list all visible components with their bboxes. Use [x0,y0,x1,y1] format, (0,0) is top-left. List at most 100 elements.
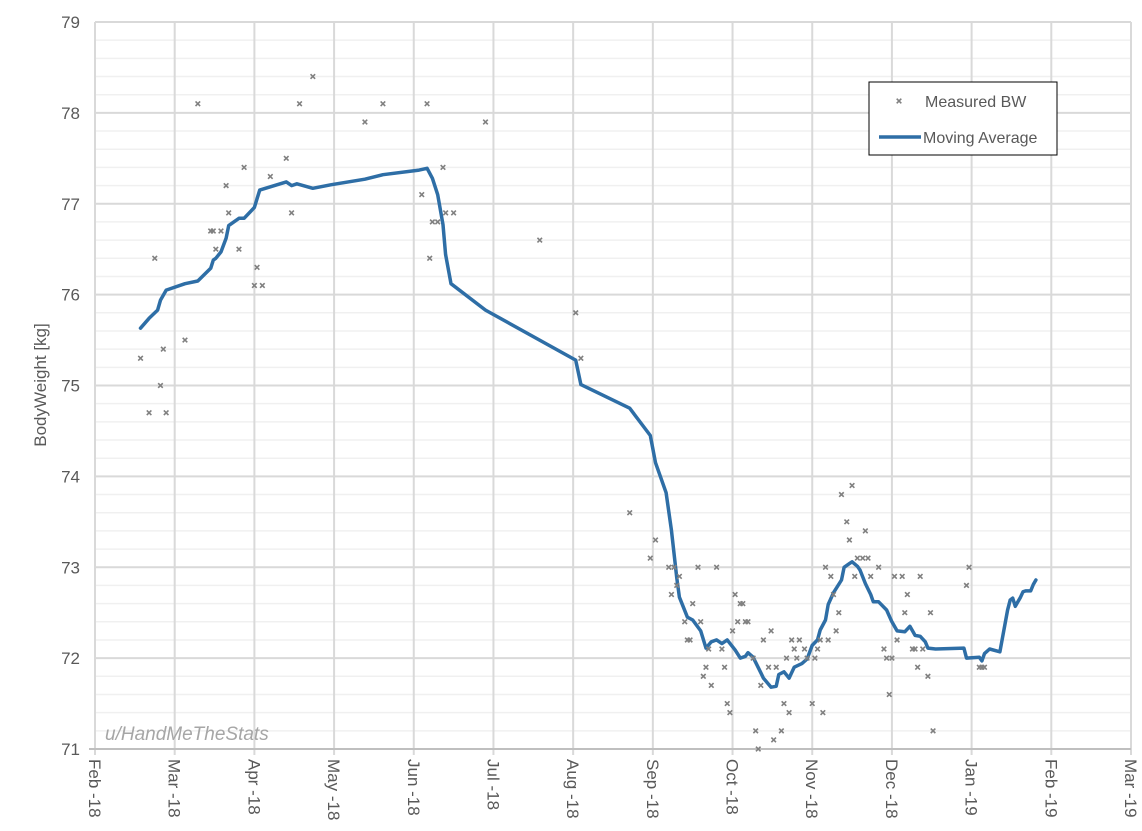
x-tick-label: Apr -18 [244,759,263,815]
measured-bw-point [835,609,842,616]
marker-stroke [296,100,303,107]
marker-stroke [223,182,229,189]
y-tick-label: 75 [61,377,80,396]
measured-bw-point [814,646,821,652]
marker-stroke [881,646,887,652]
moving-average-line [138,166,1038,689]
measured-bw-point [786,709,792,716]
measured-bw-point [881,646,887,652]
measured-bw-point [671,564,677,571]
marker-stroke [755,746,762,752]
measured-bw-point [241,164,247,171]
marker-stroke [689,600,696,607]
measured-bw-point [838,491,845,498]
measured-bw-point [426,255,433,262]
measured-bw-point [791,646,798,652]
marker-stroke [251,282,258,289]
marker-stroke [783,655,790,661]
marker-stroke [927,609,934,616]
measured-bw-point [783,655,790,661]
measured-bw-point [296,100,303,107]
measured-bw-point [442,209,449,216]
measured-bw-point [218,228,224,234]
measured-bw-point [450,209,457,216]
measured-bw-point [647,555,654,562]
measured-bw-point [729,627,736,634]
x-tick-label: Jan -19 [962,759,981,816]
measured-bw-point [251,282,258,289]
marker-stroke [917,573,924,580]
marker-stroke [867,573,874,580]
measured-bw-point [757,682,764,689]
measured-bw-point [665,564,672,571]
marker-stroke [146,409,152,416]
measured-bw-point [819,709,826,716]
legend: Measured BW Moving Average [868,81,1058,156]
marker-stroke [254,264,260,271]
marker-stroke [424,100,430,107]
marker-stroke [822,564,829,571]
measured-bw-point [925,673,931,680]
measured-bw-series [137,73,988,752]
measured-bw-point [804,655,810,661]
measured-bw-point [750,655,756,661]
marker-stroke [440,164,446,171]
marker-stroke [426,255,433,262]
measured-bw-point [440,164,446,171]
marker-stroke [578,355,584,362]
measured-bw-point [843,518,850,525]
x-tick-label: Dec -18 [882,759,901,819]
measured-bw-point [212,246,219,253]
marker-stroke [854,555,861,562]
marker-stroke [768,627,774,634]
measured-bw-point [867,573,874,580]
measured-bw-point [886,691,893,698]
measured-bw-point [210,228,217,234]
measured-bw-point [901,609,908,616]
marker-stroke [732,591,738,598]
measured-bw-point [434,219,441,225]
marker-stroke [752,727,759,734]
marker-stroke [849,482,855,489]
measured-bw-point [182,337,188,343]
measured-bw-point [904,591,911,598]
x-axis-tick-labels: Feb -18 Mar -18 Apr -18 May -18 Jun -18 Jul -… [85,759,1140,820]
marker-stroke [225,209,232,216]
measured-bw-point [687,637,693,643]
x-tick-label: Aug -18 [563,759,582,819]
measured-bw-point [429,219,436,225]
marker-stroke [765,664,772,671]
marker-stroke [713,564,720,571]
measured-bw-point [981,664,988,671]
marker-stroke [745,618,751,625]
y-tick-label: 76 [61,286,80,305]
marker-stroke [865,555,871,562]
marker-stroke [817,637,824,643]
measured-bw-point [875,564,882,571]
measured-bw-point [770,737,777,743]
marker-stroke [708,682,715,689]
marker-stroke [241,164,247,171]
measured-bw-point [894,637,900,643]
measured-bw-point [151,255,158,262]
marker-stroke [899,573,906,580]
marker-stroke [727,709,733,716]
measured-bw-point [163,409,170,416]
marker-stroke [572,309,579,316]
y-tick-label: 71 [61,740,80,759]
marker-stroke [750,655,756,661]
measured-bw-point [788,637,795,643]
marker-stroke [901,609,908,616]
y-tick-label: 72 [61,649,80,668]
measured-bw-point [626,509,633,516]
marker-stroke [827,573,834,580]
marker-stroke [739,600,746,607]
marker-stroke [210,228,217,234]
marker-stroke [846,537,853,543]
measured-bw-point [846,537,853,543]
marker-stroke [236,246,242,253]
y-tick-label: 73 [61,558,80,577]
measured-bw-point [865,555,871,562]
measured-bw-point [724,700,731,707]
marker-stroke [734,618,741,625]
